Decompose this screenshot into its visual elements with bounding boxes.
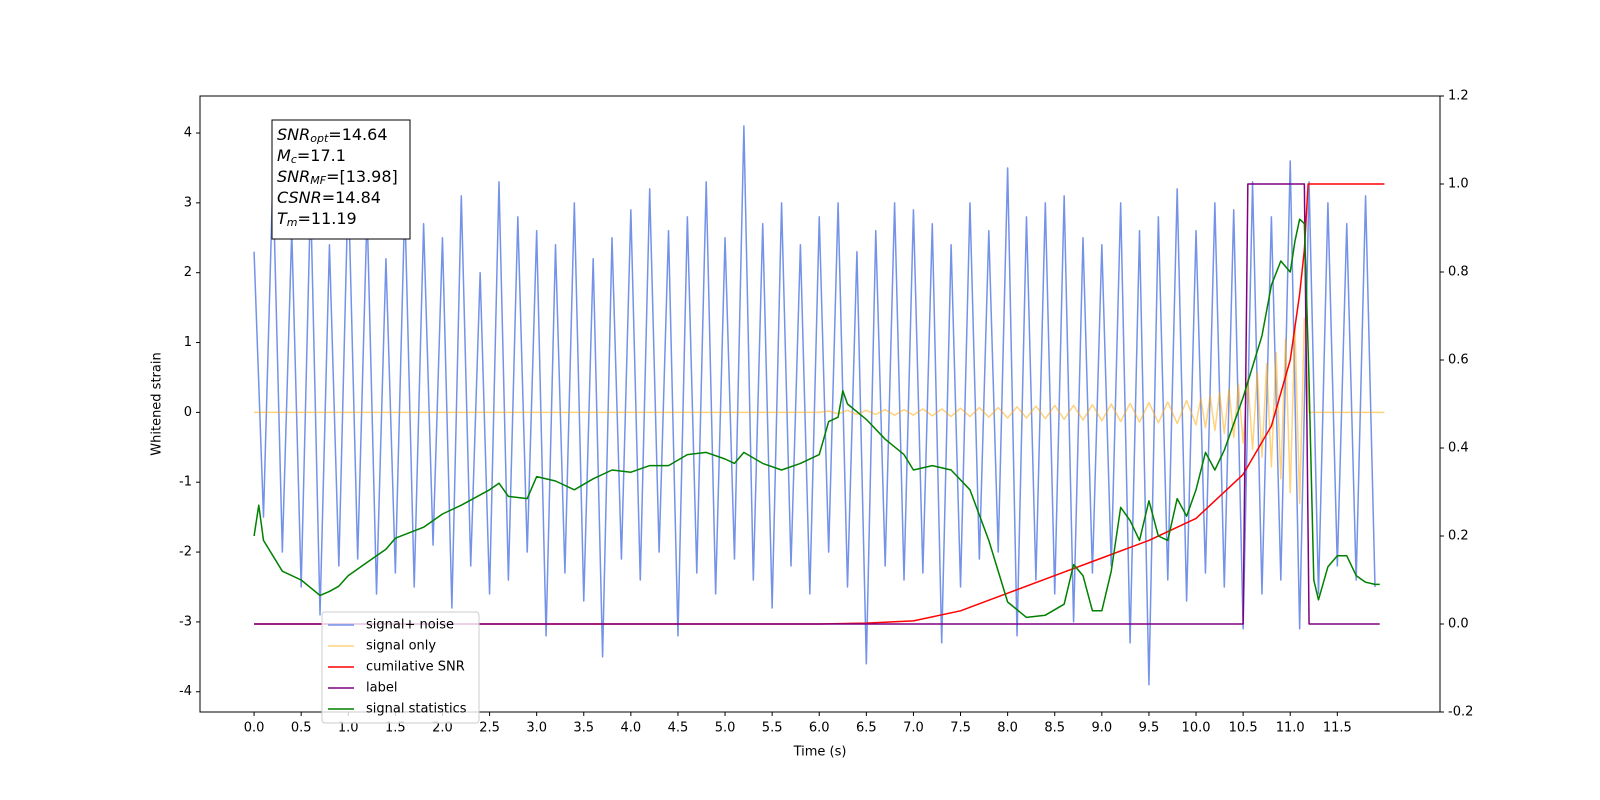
series-line <box>254 183 1385 625</box>
y2-tick-label: -0.2 <box>1448 705 1473 720</box>
legend-label: signal+ noise <box>366 618 454 633</box>
x-tick-label: 8.5 <box>1044 721 1065 736</box>
x-tick-label: 5.5 <box>762 721 783 736</box>
x-tick-label: 1.5 <box>385 721 406 736</box>
x-tick-label: 0.0 <box>244 721 265 736</box>
annotation-symbol: SNR <box>277 167 310 186</box>
series-line <box>254 317 1385 504</box>
x-tick-label: 8.0 <box>997 721 1018 736</box>
annotation-text: =17.1 <box>297 146 346 165</box>
plot-frame <box>199 95 1441 713</box>
x-tick-label: 4.5 <box>668 721 689 736</box>
annotation-subscript: opt <box>310 132 329 145</box>
annotation-symbol: M <box>277 146 291 165</box>
x-tick-label: 6.5 <box>856 721 877 736</box>
x-tick-label: 10.5 <box>1229 721 1258 736</box>
annotation-box <box>271 119 411 240</box>
x-axis-label: Time (s) <box>793 745 847 760</box>
y-tick-label: 4 <box>184 126 192 141</box>
legend-label: cumilative SNR <box>366 660 465 675</box>
series-line <box>254 183 1380 625</box>
annotation-symbol: T <box>277 209 288 228</box>
y2-tick-label: 0.4 <box>1448 441 1469 456</box>
y-tick-label: 0 <box>184 405 192 420</box>
y2-tick-label: 1.0 <box>1448 177 1469 192</box>
x-tick-label: 0.5 <box>291 721 312 736</box>
annotation-line: SNRopt=14.64 <box>277 125 388 146</box>
x-tick-label: 11.5 <box>1323 721 1352 736</box>
annotation-line: SNRMF=[13.98] <box>277 167 398 188</box>
annotation-text: =11.19 <box>298 209 357 228</box>
y2-tick-label: 1.2 <box>1448 89 1469 104</box>
x-tick-label: 3.5 <box>573 721 594 736</box>
legend-label: label <box>366 681 397 696</box>
y2-tick-label: 0.2 <box>1448 529 1469 544</box>
annotation-line: CSNR=14.84 <box>277 188 381 207</box>
annotation-subscript: MF <box>310 174 326 187</box>
annotation-subscript: m <box>287 216 298 229</box>
annotation-text: =[13.98] <box>326 167 398 186</box>
series-line <box>253 218 1380 619</box>
y2-tick-label: 0.0 <box>1448 617 1469 632</box>
annotation-line: Tm=11.19 <box>277 209 357 230</box>
annotation-line: Mc=17.1 <box>277 146 346 167</box>
y-tick-label: -3 <box>179 614 192 629</box>
annotation-symbol: SNR <box>277 125 310 144</box>
x-tick-label: 10.0 <box>1182 721 1211 736</box>
plot-area <box>253 125 1385 686</box>
y-tick-label: -4 <box>179 684 192 699</box>
legend-box <box>321 611 480 724</box>
legend-label: signal statistics <box>366 702 467 717</box>
y-tick-label: 3 <box>184 195 192 210</box>
x-tick-label: 2.0 <box>432 721 453 736</box>
x-tick-label: 9.5 <box>1139 721 1160 736</box>
x-tick-label: 2.5 <box>479 721 500 736</box>
x-tick-label: 5.0 <box>715 721 736 736</box>
x-tick-label: 3.0 <box>526 721 547 736</box>
x-tick-label: 1.0 <box>338 721 359 736</box>
x-tick-label: 7.5 <box>950 721 971 736</box>
annotation-text: =14.84 <box>322 188 381 207</box>
annotation-subscript: c <box>291 153 297 166</box>
y-tick-label: 2 <box>184 265 192 280</box>
y-tick-label: -1 <box>179 475 192 490</box>
x-tick-label: 9.0 <box>1091 721 1112 736</box>
y-tick-label: 1 <box>184 335 192 350</box>
legend-label: signal only <box>366 639 436 654</box>
y2-tick-label: 0.6 <box>1448 353 1469 368</box>
annotation-symbol: CSNR <box>277 188 322 207</box>
x-tick-label: 11.0 <box>1276 721 1305 736</box>
y-axis-label: Whitened strain <box>150 352 165 455</box>
series-line <box>253 125 1376 686</box>
x-tick-label: 4.0 <box>621 721 642 736</box>
x-tick-label: 7.0 <box>903 721 924 736</box>
y-tick-label: -2 <box>179 545 192 560</box>
x-tick-label: 6.0 <box>809 721 830 736</box>
annotation-text: =14.64 <box>328 125 387 144</box>
y2-tick-label: 0.8 <box>1448 265 1469 280</box>
